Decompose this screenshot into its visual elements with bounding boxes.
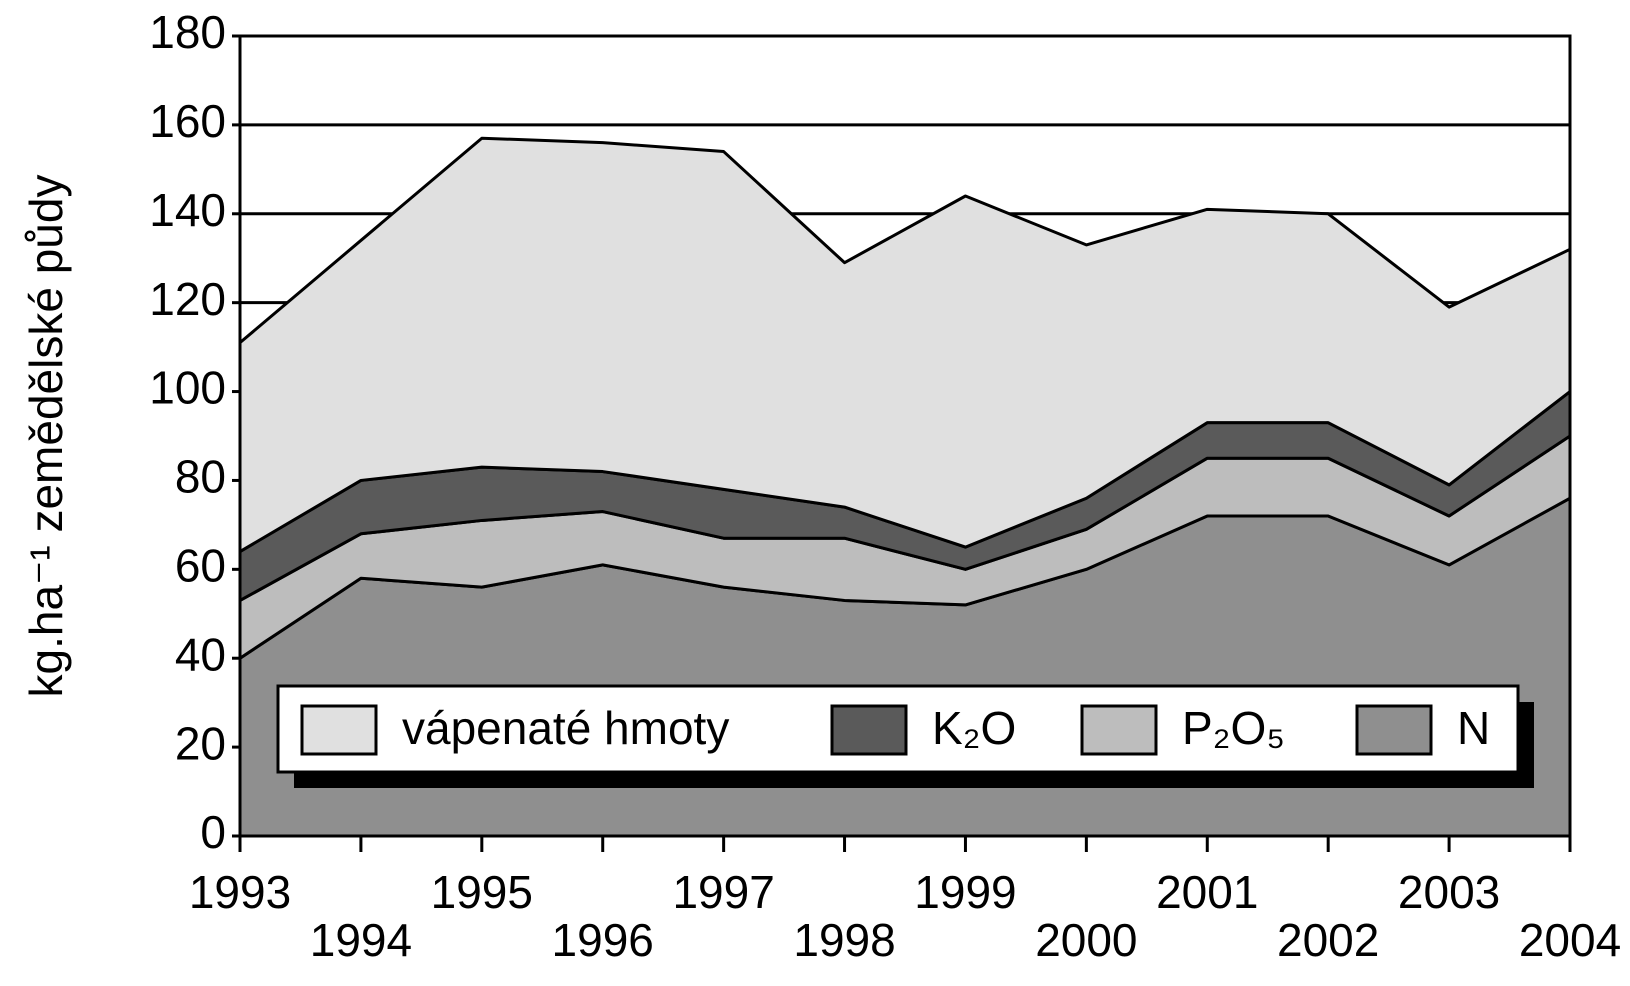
legend-label: vápenaté hmoty	[402, 702, 729, 754]
legend-swatch	[1080, 704, 1158, 756]
x-tick-label: 2001	[1156, 866, 1258, 918]
legend-label: N	[1457, 702, 1490, 754]
x-tick-label: 1997	[672, 866, 774, 918]
y-tick-label: 180	[149, 6, 226, 58]
x-tick-label: 1995	[431, 866, 533, 918]
y-tick-label: 140	[149, 184, 226, 236]
legend-swatch	[830, 704, 908, 756]
x-tick-label: 2003	[1398, 866, 1500, 918]
y-tick-label: 40	[175, 628, 226, 680]
x-tick-label: 2002	[1277, 914, 1379, 966]
x-tick-label: 1993	[189, 866, 291, 918]
y-axis-label: kg.ha⁻¹ zemědělské půdy	[20, 175, 72, 698]
x-tick-label: 1998	[793, 914, 895, 966]
x-tick-label: 2000	[1035, 914, 1137, 966]
y-tick-label: 80	[175, 451, 226, 503]
y-tick-label: 20	[175, 717, 226, 769]
legend-swatch	[300, 704, 378, 756]
x-tick-label: 2004	[1519, 914, 1621, 966]
y-tick-label: 60	[175, 539, 226, 591]
plot-frame	[238, 34, 1572, 838]
x-tick-label: 1994	[310, 914, 412, 966]
legend-label: K₂O	[932, 702, 1016, 754]
y-tick-label: 100	[149, 362, 226, 414]
x-tick-label: 1999	[914, 866, 1016, 918]
y-tick-label: 120	[149, 273, 226, 325]
y-tick-label: 0	[200, 806, 226, 858]
x-tick-label: 1996	[552, 914, 654, 966]
legend-swatch	[1355, 704, 1433, 756]
legend-label: P₂O₅	[1182, 702, 1285, 754]
y-tick-label: 160	[149, 95, 226, 147]
